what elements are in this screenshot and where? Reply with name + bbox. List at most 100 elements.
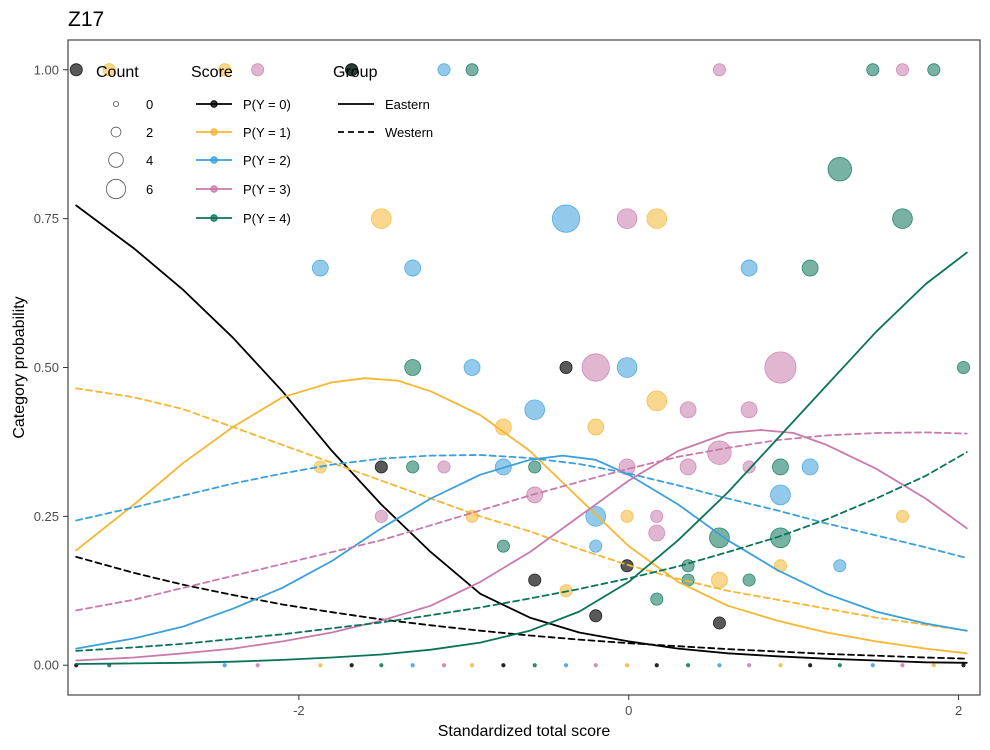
legend-score-point (210, 214, 218, 222)
data-point (646, 208, 668, 229)
data-point (581, 353, 610, 382)
data-point (69, 63, 83, 77)
data-point (616, 357, 638, 378)
zero-count-point (222, 663, 227, 668)
data-point (892, 208, 913, 229)
data-point (650, 509, 664, 523)
legend-score-point (210, 156, 218, 164)
data-point (524, 399, 546, 421)
data-point (437, 63, 451, 77)
data-point (866, 63, 880, 77)
legend-title-group: Group (333, 64, 378, 81)
data-point (712, 63, 726, 77)
data-point (616, 208, 638, 229)
legend-count-label: 0 (146, 97, 153, 112)
data-point (895, 63, 909, 77)
data-point (496, 539, 510, 553)
data-point (646, 390, 668, 412)
legend-score-point (210, 185, 218, 193)
zero-count-point (349, 663, 354, 668)
x-axis-label: Standardized total score (438, 723, 611, 740)
series-line (75, 377, 968, 655)
zero-count-point (961, 663, 966, 668)
data-point (895, 509, 909, 523)
data-point (311, 259, 329, 277)
zero-count-point (717, 663, 722, 668)
x-tick-label: -2 (293, 703, 305, 718)
zero-count-point (747, 663, 752, 668)
data-point (589, 539, 603, 553)
legend-count-key (108, 152, 124, 168)
zero-count-point (900, 663, 905, 668)
data-point (374, 460, 388, 474)
zero-count-point (654, 663, 659, 668)
legend-group-label: Eastern (385, 97, 430, 112)
data-point (465, 63, 479, 77)
data-point (648, 524, 666, 542)
data-point (740, 259, 758, 277)
data-point (742, 460, 756, 474)
legend-count-label: 6 (146, 182, 153, 197)
series-line (75, 251, 968, 665)
data-point (102, 63, 116, 77)
zero-count-point (379, 663, 384, 668)
data-point (711, 571, 728, 589)
data-point (742, 573, 756, 587)
data-point (404, 259, 422, 277)
legend-count-label: 4 (146, 153, 153, 168)
data-point (827, 157, 853, 182)
zero-count-point (318, 663, 323, 668)
data-point (251, 63, 265, 77)
data-points-layer (69, 63, 971, 668)
axes-layer: -2 0 2 0.00 0.25 0.50 0.75 1.00 (34, 62, 962, 718)
data-point (707, 440, 732, 465)
y-tick-label: 0.00 (34, 658, 59, 673)
data-point (679, 458, 697, 476)
series-line (75, 429, 968, 662)
data-point (801, 259, 819, 277)
zero-count-point (563, 663, 569, 668)
zero-count-point (501, 663, 506, 668)
zero-count-point (931, 663, 936, 668)
data-point (764, 351, 797, 384)
series-line (75, 451, 968, 652)
data-point (585, 506, 607, 527)
data-point (371, 208, 392, 229)
zero-count-point (685, 663, 691, 668)
y-axis-label: Category probability (11, 296, 28, 438)
legend-group-label: Western (385, 125, 433, 140)
data-point (833, 559, 847, 573)
zero-count-point (410, 663, 415, 668)
data-point (650, 592, 664, 606)
curves-layer (75, 204, 968, 665)
data-point (374, 509, 388, 523)
series-line (75, 204, 968, 664)
data-point (437, 460, 451, 474)
data-point (957, 360, 971, 374)
legend-score-point (210, 128, 218, 136)
data-point (463, 359, 481, 376)
legend-count-key (110, 126, 122, 138)
zero-count-point (532, 663, 537, 668)
zero-count-point (593, 663, 598, 668)
data-point (406, 460, 420, 474)
zero-count-point (469, 663, 475, 668)
legend-score-point (210, 100, 218, 108)
series-line (75, 556, 968, 660)
zero-count-point (808, 663, 813, 668)
legend-score-label: P(Y = 1) (243, 125, 291, 140)
data-point (770, 527, 791, 549)
data-point (345, 63, 359, 77)
series-line (75, 431, 968, 612)
zero-count-point (255, 663, 260, 668)
data-point (770, 484, 791, 506)
zero-count-point (778, 663, 783, 668)
legend-title-count: Count (96, 64, 139, 81)
y-tick-label: 1.00 (34, 62, 59, 77)
data-point (927, 63, 941, 77)
chart-title: Z17 (68, 8, 105, 31)
series-line (75, 454, 968, 559)
legend-count-label: 2 (146, 125, 153, 140)
legend-title-score: Score (191, 64, 233, 81)
legend-score-label: P(Y = 2) (243, 153, 291, 168)
